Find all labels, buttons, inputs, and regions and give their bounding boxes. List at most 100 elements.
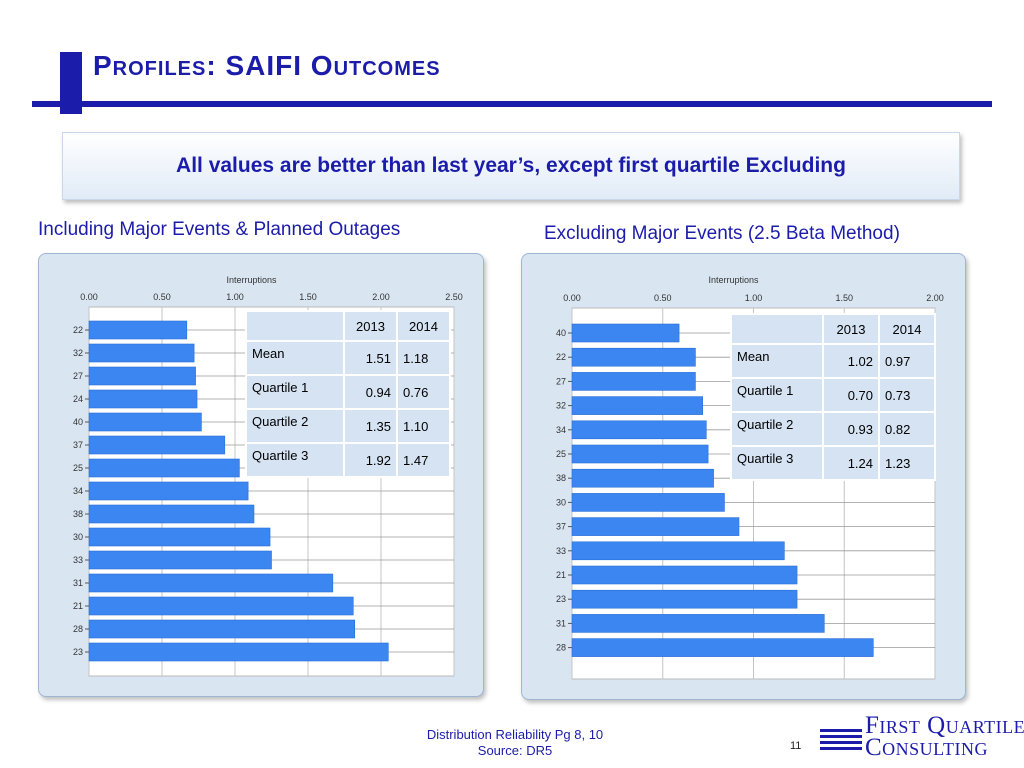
- axis-title: Interruptions: [708, 275, 759, 285]
- y-tick-label: 25: [73, 463, 83, 473]
- bar-40: [571, 323, 680, 343]
- table-row: Quartile 1 0.70 0.73: [732, 379, 934, 411]
- table-cell-2014: 0.76: [398, 376, 449, 408]
- y-tick-label: 21: [556, 570, 566, 580]
- bar-23: [88, 642, 389, 662]
- table-row-label: Quartile 3: [247, 444, 343, 476]
- bar-21: [571, 565, 798, 585]
- table-cell-2013: 1.35: [345, 410, 396, 442]
- bar-31: [571, 614, 825, 633]
- x-tick-label: 1.50: [835, 293, 853, 303]
- table-cell-2014: 1.10: [398, 410, 449, 442]
- table-row-label: Quartile 1: [247, 376, 343, 408]
- table-header-2013: 2013: [824, 315, 878, 343]
- y-tick-label: 30: [556, 497, 566, 507]
- chart-heading-right: Excluding Major Events (2.5 Beta Method): [544, 223, 900, 244]
- y-tick-label: 33: [73, 555, 83, 565]
- y-tick-label: 24: [73, 394, 83, 404]
- footer-source: Distribution Reliability Pg 8, 10 Source…: [340, 727, 690, 759]
- x-tick-label: 0.50: [654, 293, 672, 303]
- bar-22: [88, 320, 188, 340]
- stats-table-right: 2013 2014 Mean 1.02 0.97 Quartile 1 0.70…: [730, 313, 936, 481]
- y-tick-label: 32: [73, 348, 83, 358]
- table-cell-2013: 0.94: [345, 376, 396, 408]
- footer-line-2: Source: DR5: [477, 743, 553, 758]
- table-row: Quartile 3 1.92 1.47: [247, 444, 449, 476]
- footer-line-1: Distribution Reliability Pg 8, 10: [426, 727, 604, 742]
- table-cell-2014: 1.47: [398, 444, 449, 476]
- y-tick-label: 27: [556, 376, 566, 386]
- table-cell-2013: 0.70: [824, 379, 878, 411]
- x-tick-label: 0.00: [80, 292, 98, 302]
- stats-table-left: 2013 2014 Mean 1.51 1.18 Quartile 1 0.94…: [245, 310, 451, 478]
- bar-33: [571, 541, 785, 561]
- x-tick-label: 1.50: [299, 292, 317, 302]
- y-tick-label: 40: [73, 417, 83, 427]
- x-tick-label: 2.00: [372, 292, 390, 302]
- page-title: Profiles: SAIFI Outcomes: [93, 50, 441, 81]
- table-header-blank: [247, 312, 343, 340]
- x-tick-label: 2.00: [926, 293, 944, 303]
- y-tick-label: 31: [73, 578, 83, 588]
- table-cell-2014: 1.23: [880, 447, 934, 479]
- bar-32: [88, 343, 195, 363]
- y-tick-label: 32: [556, 401, 566, 411]
- summary-text: All values are better than last year’s, …: [176, 154, 846, 177]
- table-row-label: Quartile 3: [732, 447, 822, 479]
- bar-40: [88, 412, 202, 432]
- bar-33: [88, 550, 272, 570]
- y-tick-label: 38: [73, 509, 83, 519]
- bar-32: [571, 396, 703, 415]
- bar-34: [88, 481, 249, 501]
- table-row: Quartile 3 1.24 1.23: [732, 447, 934, 479]
- bar-34: [571, 420, 707, 440]
- y-tick-label: 34: [556, 425, 566, 435]
- bar-30: [571, 493, 725, 512]
- table-row-label: Quartile 2: [247, 410, 343, 442]
- table-row-label: Quartile 2: [732, 413, 822, 445]
- table-header-2013: 2013: [345, 312, 396, 340]
- y-tick-label: 23: [73, 647, 83, 657]
- table-cell-2014: 0.73: [880, 379, 934, 411]
- x-tick-label: 0.50: [153, 292, 171, 302]
- table-header-row: 2013 2014: [247, 312, 449, 340]
- table-cell-2014: 1.18: [398, 342, 449, 374]
- table-cell-2013: 0.93: [824, 413, 878, 445]
- y-tick-label: 38: [556, 473, 566, 483]
- y-tick-label: 34: [73, 486, 83, 496]
- x-tick-label: 1.00: [745, 293, 763, 303]
- company-logo: First Quartile Consulting: [820, 713, 1024, 763]
- x-tick-label: 1.00: [226, 292, 244, 302]
- x-tick-label: 2.50: [445, 292, 463, 302]
- bar-22: [571, 347, 696, 367]
- chart-panel-left: Interruptions 0.00 0.50 1.00 1.50 2.00 2.50 22 3…: [38, 253, 484, 697]
- chart-panel-right: Interruptions 0.00 0.50 1.00 1.50 2.00 40 22 27 3…: [521, 253, 966, 700]
- title-rule: [32, 101, 992, 107]
- logo-stripes-icon: [820, 729, 862, 753]
- y-tick-label: 22: [556, 352, 566, 362]
- bar-28: [571, 638, 874, 657]
- y-tick-label: 37: [556, 522, 566, 532]
- bar-38: [88, 504, 255, 524]
- bar-37: [571, 517, 740, 536]
- axis-title: Interruptions: [226, 275, 277, 285]
- y-tick-label: 21: [73, 601, 83, 611]
- table-header-row: 2013 2014: [732, 315, 934, 343]
- y-tick-label: 23: [556, 594, 566, 604]
- page-number: 11: [790, 740, 802, 752]
- table-cell-2014: 0.97: [880, 345, 934, 377]
- table-cell-2013: 1.92: [345, 444, 396, 476]
- table-row: Quartile 2 1.35 1.10: [247, 410, 449, 442]
- bar-27: [571, 372, 696, 391]
- y-tick-label: 22: [73, 325, 83, 335]
- bar-38: [571, 468, 714, 488]
- y-tick-label: 33: [556, 546, 566, 556]
- table-row-label: Quartile 1: [732, 379, 822, 411]
- table-header-2014: 2014: [880, 315, 934, 343]
- y-tick-label: 28: [556, 643, 566, 653]
- table-header-blank: [732, 315, 822, 343]
- table-row-label: Mean: [732, 345, 822, 377]
- y-tick-label: 28: [73, 624, 83, 634]
- table-row: Mean 1.02 0.97: [732, 345, 934, 377]
- y-tick-label: 37: [73, 440, 83, 450]
